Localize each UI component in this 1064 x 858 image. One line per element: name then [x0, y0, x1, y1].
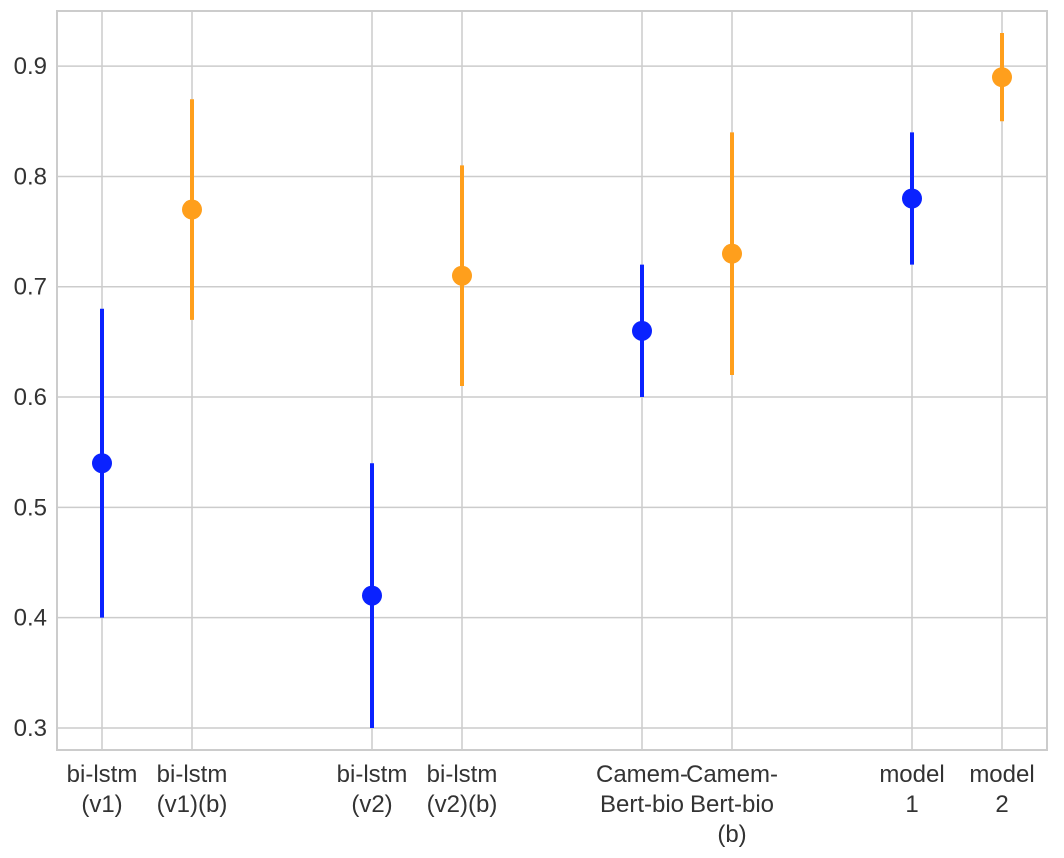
x-tick-label-line: model [969, 761, 1034, 788]
y-tick-label: 0.6 [14, 384, 47, 411]
x-tick-label-line: bi-lstm [67, 761, 138, 788]
x-tick-label: bi-lstm (v1) [67, 761, 138, 818]
y-tick-label: 0.9 [14, 53, 47, 80]
x-axis-ticks: bi-lstm (v1)bi-lstm (v1)(b)bi-lstm (v2)bi-l… [67, 761, 1035, 848]
x-tick-label-line: bi-lstm [337, 761, 408, 788]
data-point [182, 199, 202, 220]
x-tick-label-line: bi-lstm [427, 761, 498, 788]
y-tick-label: 0.7 [14, 274, 47, 301]
x-tick-label-line: bi-lstm [157, 761, 228, 788]
x-tick-label-line: Bert-bio [600, 791, 684, 818]
y-tick-label: 0.4 [14, 605, 47, 632]
data-point [452, 265, 472, 286]
grid [57, 11, 1047, 750]
x-tick-label: bi-lstm (v1)(b) [157, 761, 228, 818]
x-tick-label-line: model [879, 761, 944, 788]
x-tick-label-line: (b) [717, 821, 746, 848]
data-point [902, 188, 922, 209]
y-tick-label: 0.5 [14, 494, 47, 521]
x-tick-label-line: (v1) [81, 791, 122, 818]
x-tick-label-line: (v2)(b) [427, 791, 498, 818]
y-axis-ticks: 0.3 0.4 0.5 0.6 0.7 0.8 0.9 [14, 53, 47, 742]
y-tick-label: 0.8 [14, 163, 47, 190]
y-tick-label: 0.3 [14, 715, 47, 742]
data-points [92, 33, 1012, 728]
plot-area [57, 11, 1047, 750]
x-tick-label-line: Camem- [686, 761, 778, 788]
x-tick-label-line: 1 [905, 791, 918, 818]
data-point [92, 453, 112, 474]
data-point [992, 67, 1012, 88]
x-tick-label: bi-lstm (v2) [337, 761, 408, 818]
x-tick-label: model 2 [969, 761, 1034, 818]
plot-frame [56, 10, 1048, 751]
x-tick-label-line: (v1)(b) [157, 791, 228, 818]
data-point [362, 585, 382, 606]
x-tick-label: Camem- Bert-bio (b) [686, 761, 778, 848]
data-point [632, 320, 652, 341]
x-tick-label: model 1 [879, 761, 944, 818]
x-tick-label: bi-lstm (v2)(b) [427, 761, 498, 818]
x-tick-label-line: Camem- [596, 761, 688, 788]
x-tick-label-line: Bert-bio [690, 791, 774, 818]
x-tick-label: Camem- Bert-bio [596, 761, 688, 818]
x-tick-label-line: 2 [995, 791, 1008, 818]
x-tick-label-line: (v2) [351, 791, 392, 818]
data-point [722, 243, 742, 264]
